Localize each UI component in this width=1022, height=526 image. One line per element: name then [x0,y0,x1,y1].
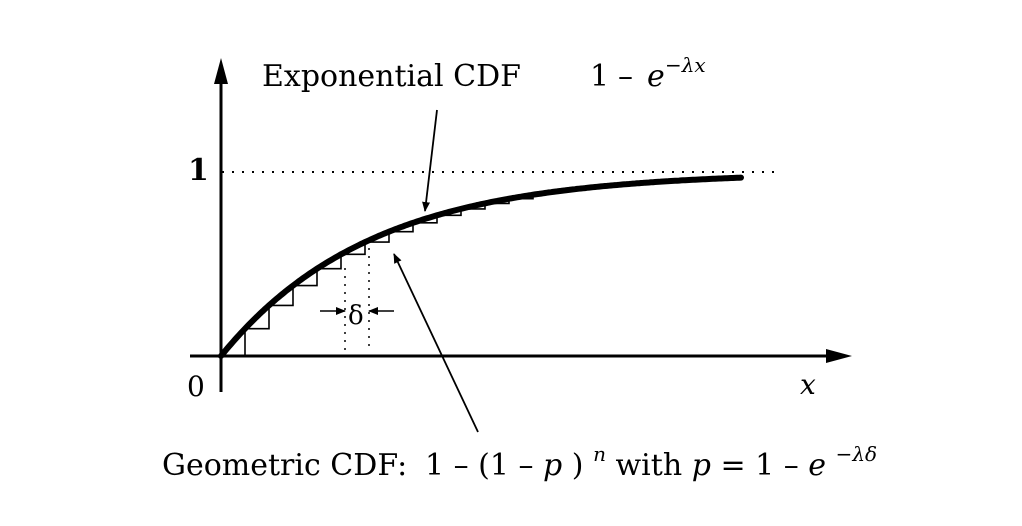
y-tick-one: 1 [188,153,209,188]
x-axis-label: x [800,368,816,401]
y-axis-arrowhead [214,58,228,84]
exponential-pointer-arrow [422,109,438,212]
geometric-cdf-staircase [221,194,534,357]
exponential-label: Exponential CDF 1 – e −λx [262,53,706,94]
origin-label: 0 [187,370,205,403]
exponential-cdf-curve [218,174,744,359]
delta-label: δ [348,301,364,331]
geometric-pointer-arrow [393,253,479,433]
geometric-label: Geometric CDF: 1 – (1 – p ) n with p = 1… [162,434,877,483]
x-axis-arrowhead [826,349,852,363]
